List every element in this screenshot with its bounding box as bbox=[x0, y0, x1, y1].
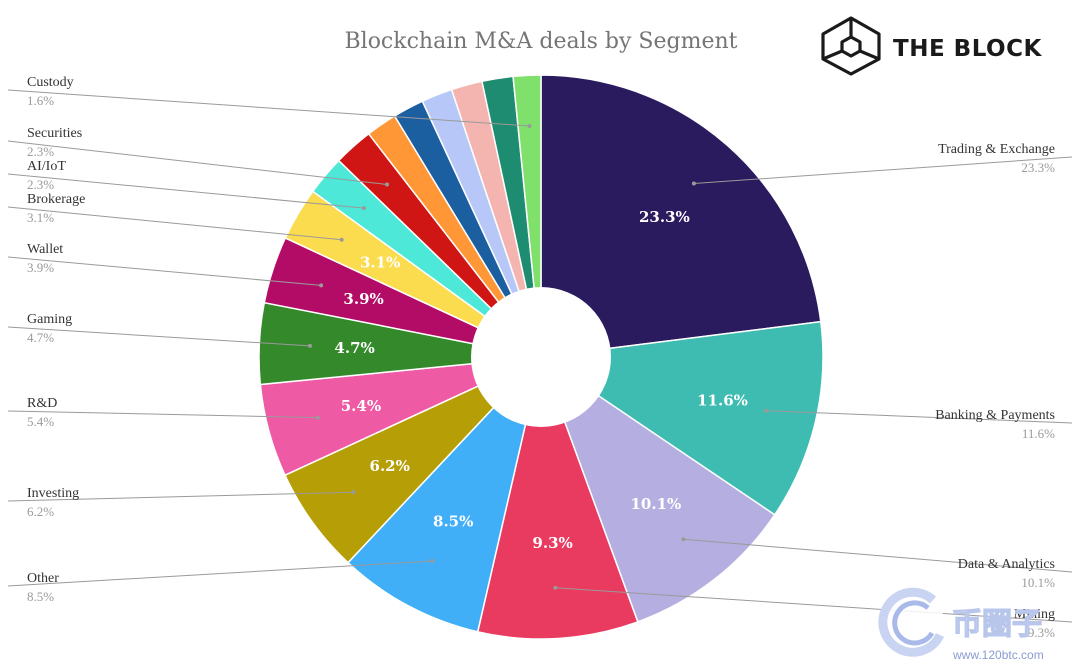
watermark-url: www.120btc.com bbox=[952, 648, 1044, 662]
slice-label-other: 8.5% bbox=[433, 513, 473, 531]
callout-value-brokerage: 3.1% bbox=[27, 210, 54, 225]
leader-line-ai-iot bbox=[7, 173, 365, 209]
callout-value-other: 8.5% bbox=[27, 589, 54, 604]
callout-name-data-analytics: Data & Analytics bbox=[958, 557, 1055, 572]
leader-line-gaming bbox=[7, 326, 311, 347]
donut-hole bbox=[471, 287, 611, 427]
slice-label-r-d: 5.4% bbox=[341, 397, 381, 415]
brand-logo: THE BLOCK bbox=[821, 16, 1042, 76]
leader-dot-r-d bbox=[315, 415, 320, 420]
cube-logo-icon bbox=[821, 16, 881, 76]
slice-trading-exchange bbox=[540, 74, 822, 358]
leader-line-wallet bbox=[7, 256, 322, 286]
leader-line-data-analytics bbox=[683, 538, 1073, 573]
leader-line-custody bbox=[7, 89, 530, 127]
callout-value-banking-payments: 11.6% bbox=[1022, 426, 1055, 441]
leader-line-securities bbox=[7, 140, 388, 185]
leader-line-mining bbox=[555, 587, 1073, 623]
callout-name-r-d: R&D bbox=[27, 396, 57, 411]
callout-value-ai-iot: 2.3% bbox=[27, 177, 54, 192]
slice-label-wallet: 3.9% bbox=[343, 290, 383, 308]
watermark: 币圈子 www.120btc.com bbox=[878, 587, 1044, 662]
callout-name-trading-exchange: Trading & Exchange bbox=[938, 142, 1055, 157]
callout-value-securities: 2.3% bbox=[27, 144, 54, 159]
callout-labels: Trading & Exchange 23.3% Banking & Payment… bbox=[7, 75, 1073, 640]
brand-name: THE BLOCK bbox=[893, 36, 1042, 62]
callout-name-banking-payments: Banking & Payments bbox=[935, 408, 1055, 423]
pie-slices bbox=[258, 74, 824, 640]
leader-dot-ai-iot bbox=[362, 206, 366, 211]
chart-title: Blockchain M&A deals by Segment bbox=[344, 29, 737, 54]
leader-dot-other bbox=[430, 559, 435, 563]
leader-dot-investing bbox=[351, 490, 356, 495]
callout-name-gaming: Gaming bbox=[27, 312, 72, 327]
leader-dot-securities bbox=[385, 182, 389, 187]
leader-line-banking-payments bbox=[765, 410, 1073, 424]
leader-line-investing bbox=[7, 491, 354, 502]
callout-value-mining: 9.3% bbox=[1028, 625, 1055, 640]
callout-value-gaming: 4.7% bbox=[27, 330, 54, 345]
leader-dot-wallet bbox=[319, 283, 324, 288]
leader-dot-custody bbox=[527, 124, 532, 128]
callout-name-wallet: Wallet bbox=[27, 242, 63, 257]
slice-label-trading-exchange: 23.3% bbox=[639, 208, 690, 226]
slice-label-data-analytics: 10.1% bbox=[631, 495, 682, 513]
leader-line-trading-exchange bbox=[693, 156, 1073, 184]
callout-value-data-analytics: 10.1% bbox=[1021, 575, 1055, 590]
callout-value-wallet: 3.9% bbox=[27, 260, 54, 275]
leader-dot-mining bbox=[553, 585, 558, 590]
watermark-text: 币圈子 bbox=[952, 607, 1042, 642]
slice-data-analytics bbox=[539, 355, 776, 623]
leader-dot-data-analytics bbox=[681, 537, 686, 542]
callout-name-custody: Custody bbox=[27, 75, 74, 90]
leader-line-brokerage bbox=[7, 206, 342, 241]
slice-label-gaming: 4.7% bbox=[334, 339, 374, 357]
callout-value-r-d: 5.4% bbox=[27, 414, 54, 429]
callout-value-trading-exchange: 23.3% bbox=[1021, 160, 1055, 175]
leader-line-other bbox=[7, 560, 433, 587]
leader-dot-banking-payments bbox=[763, 408, 768, 413]
leader-line-r-d bbox=[7, 410, 318, 419]
slice-label-mining: 9.3% bbox=[532, 534, 572, 552]
callout-value-investing: 6.2% bbox=[27, 504, 54, 519]
leader-dot-brokerage bbox=[339, 237, 344, 242]
leader-dot-gaming bbox=[308, 343, 312, 348]
slice-custody bbox=[512, 74, 542, 358]
slice-label-investing: 6.2% bbox=[370, 457, 410, 475]
slice-inner-labels: 23.3% 11.6% 10.1% 9.3% 8.5% 6.2% 5.4% 4.7% 3.9% 3… bbox=[334, 208, 747, 552]
callout-name-brokerage: Brokerage bbox=[27, 192, 85, 207]
callout-name-mining: Mining bbox=[1014, 607, 1055, 622]
slice-label-banking-payments: 11.6% bbox=[697, 391, 748, 409]
callout-name-other: Other bbox=[27, 571, 59, 586]
slice-label-brokerage: 3.1% bbox=[360, 253, 400, 271]
callout-name-ai-iot: AI/IoT bbox=[27, 159, 66, 174]
watermark-logo-icon bbox=[878, 587, 945, 657]
leader-dot-trading-exchange bbox=[691, 181, 696, 186]
callout-name-investing: Investing bbox=[27, 486, 79, 501]
slice-mining bbox=[476, 354, 639, 640]
callout-name-securities: Securities bbox=[27, 126, 82, 141]
slice-banking-payments bbox=[538, 320, 824, 516]
callout-value-custody: 1.6% bbox=[27, 93, 54, 108]
